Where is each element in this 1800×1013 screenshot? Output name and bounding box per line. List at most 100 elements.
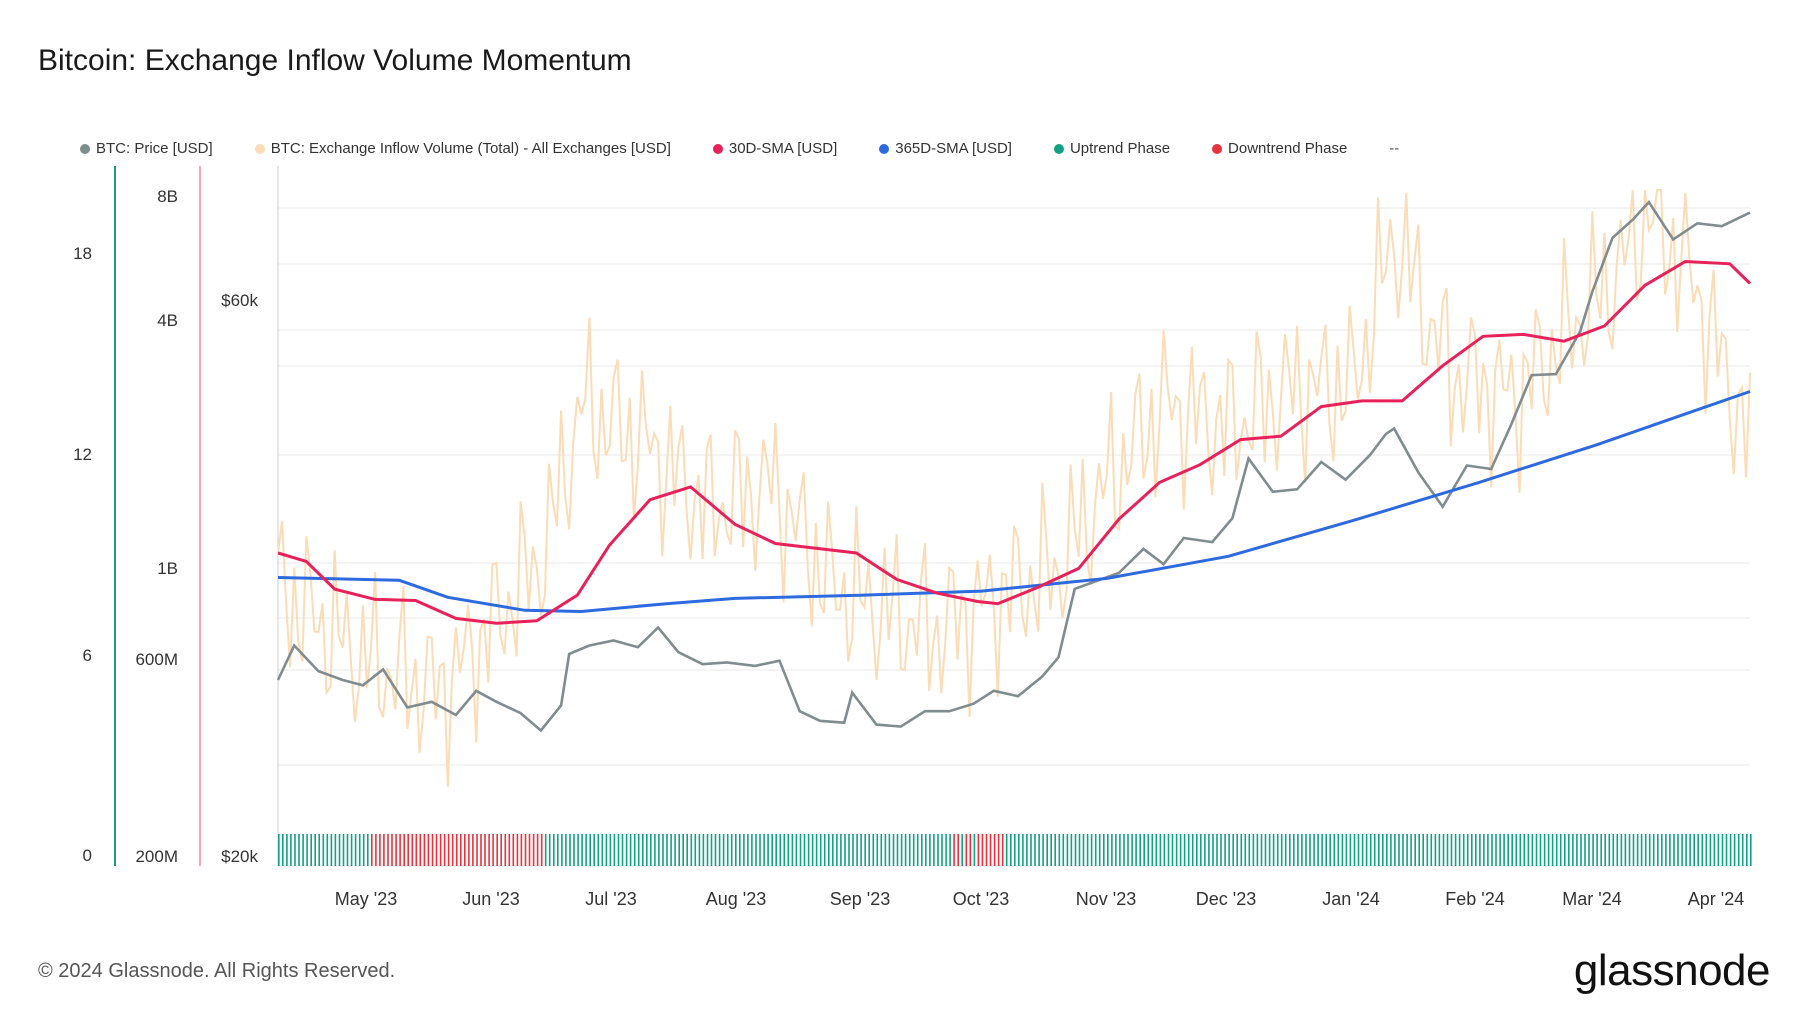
uptrend-phase-bar [759, 834, 761, 866]
uptrend-phase-bar [1183, 834, 1186, 866]
legend-item-uptrend[interactable]: Uptrend Phase [1053, 140, 1171, 157]
uptrend-phase-bar [1171, 834, 1174, 866]
uptrend-phase-bar [1466, 834, 1469, 866]
x-axis-label: Aug '23 [705, 889, 767, 909]
downtrend-phase-bar [375, 834, 377, 866]
uptrend-phase-bar [1321, 834, 1323, 866]
uptrend-phase-bar [1644, 834, 1647, 866]
legend-label-uptrend: Uptrend Phase [1069, 140, 1171, 157]
legend-item-inflow-volume[interactable]: BTC: Exchange Inflow Volume (Total) - Al… [254, 140, 671, 157]
uptrend-phase-bar [670, 834, 672, 866]
legend-item-30d-sma[interactable]: 30D-SMA [USD] [712, 140, 838, 157]
legend-item-downtrend[interactable]: Downtrend Phase [1212, 140, 1347, 157]
volume-axis-tick: 600M [135, 650, 178, 669]
uptrend-phase-bar [557, 834, 559, 866]
uptrend-phase-bar [1062, 834, 1065, 866]
downtrend-phase-bar [528, 834, 531, 866]
uptrend-phase-bar [702, 834, 705, 866]
uptrend-phase-bar [1353, 834, 1356, 866]
uptrend-phase-bar [1450, 834, 1453, 866]
uptrend-phase-bar [735, 834, 737, 866]
uptrend-phase-bar [334, 834, 337, 866]
uptrend-phase-bar [1313, 834, 1315, 866]
uptrend-phase-bar [1608, 834, 1611, 866]
uptrend-phase-bar [1390, 834, 1392, 866]
downtrend-phase-bar [387, 834, 389, 866]
uptrend-phase-bar [1685, 834, 1687, 866]
phase-axis-tick: 12 [73, 445, 92, 464]
uptrend-phase-bar [1119, 834, 1121, 866]
legend-item-365d-sma[interactable]: 365D-SMA [USD] [879, 140, 1012, 157]
legend-label-365d-sma: 365D-SMA [USD] [895, 140, 1012, 157]
uptrend-phase-bar [1220, 834, 1222, 866]
uptrend-phase-bar [787, 834, 790, 866]
volume-axis-tick: 4B [157, 311, 178, 330]
uptrend-phase-bar [613, 834, 616, 866]
uptrend-phase-bar [1163, 834, 1166, 866]
uptrend-phase-bar [726, 834, 729, 866]
uptrend-phase-bar [945, 834, 947, 866]
downtrend-phase-bar [480, 834, 482, 866]
uptrend-phase-bar [646, 834, 648, 866]
downtrend-phase-bar [435, 834, 438, 866]
uptrend-phase-bar [1248, 834, 1251, 866]
uptrend-phase-bar [856, 834, 858, 866]
uptrend-phase-bar [1535, 834, 1538, 866]
legend-more-toggle[interactable]: -- [1389, 140, 1400, 157]
uptrend-phase-bar [888, 834, 891, 866]
uptrend-phase-bar [1228, 834, 1230, 866]
uptrend-phase-bar [1515, 834, 1518, 866]
downtrend-phase-bar [532, 834, 535, 866]
uptrend-phase-bar [973, 834, 976, 866]
uptrend-phase-bar [1369, 834, 1372, 866]
uptrend-phase-bar [1074, 834, 1077, 866]
uptrend-phase-bar [1418, 834, 1420, 866]
x-axis-label: Jan '24 [1322, 889, 1380, 909]
uptrend-phase-bar [1317, 834, 1319, 866]
x-axis-label: Jul '23 [585, 889, 637, 909]
uptrend-phase-bar [561, 834, 563, 866]
downtrend-phase-bar [520, 834, 523, 866]
uptrend-phase-bar [718, 834, 721, 866]
uptrend-phase-bar [815, 834, 818, 866]
uptrend-phase-bar [1252, 834, 1255, 866]
copyright-footer: © 2024 Glassnode. All Rights Reserved. [38, 960, 396, 982]
uptrend-phase-bar [779, 834, 782, 866]
uptrend-phase-bar [625, 834, 628, 866]
downtrend-phase-bar [443, 834, 446, 866]
uptrend-phase-bar [1232, 834, 1234, 866]
uptrend-phase-bar [795, 834, 798, 866]
legend-item-price[interactable]: BTC: Price [USD] [80, 140, 213, 157]
uptrend-phase-bar [763, 834, 765, 866]
legend-dot-30d-sma [712, 143, 723, 154]
uptrend-phase-bar [803, 834, 806, 866]
x-axis-label: May '23 [334, 889, 398, 909]
uptrend-phase-bar [925, 834, 927, 866]
x-axis-label: Apr '24 [1687, 889, 1745, 909]
uptrend-phase-bar [314, 834, 316, 866]
uptrend-phase-bar [1155, 834, 1158, 866]
uptrend-phase-bar [1487, 834, 1489, 866]
uptrend-phase-bar [755, 834, 757, 866]
uptrend-phase-bar [1382, 834, 1384, 866]
uptrend-phase-bar [1462, 834, 1465, 866]
uptrend-phase-bar [828, 834, 830, 866]
uptrend-phase-bar [678, 834, 680, 866]
legend-dot-inflow-volume [254, 143, 265, 154]
sma-30d-line [277, 259, 1752, 625]
uptrend-phase-bar [548, 834, 551, 866]
uptrend-phase-bar [961, 834, 963, 866]
downtrend-phase-bar [371, 834, 373, 866]
uptrend-phase-bar [1519, 834, 1522, 866]
uptrend-phase-bar [1034, 834, 1036, 866]
glassnode-logo[interactable]: glassnode [1573, 946, 1771, 995]
price-axis-tick: $60k [221, 291, 258, 310]
uptrend-phase-bar [367, 834, 369, 866]
uptrend-phase-bar [1050, 834, 1052, 866]
uptrend-phase-bar [354, 834, 357, 866]
uptrend-phase-bar [1115, 834, 1117, 866]
uptrend-phase-bar [1454, 834, 1457, 866]
legend-label-30d-sma: 30D-SMA [USD] [728, 140, 838, 157]
uptrend-phase-bar [1289, 834, 1291, 866]
uptrend-phase-bar [1333, 834, 1336, 866]
